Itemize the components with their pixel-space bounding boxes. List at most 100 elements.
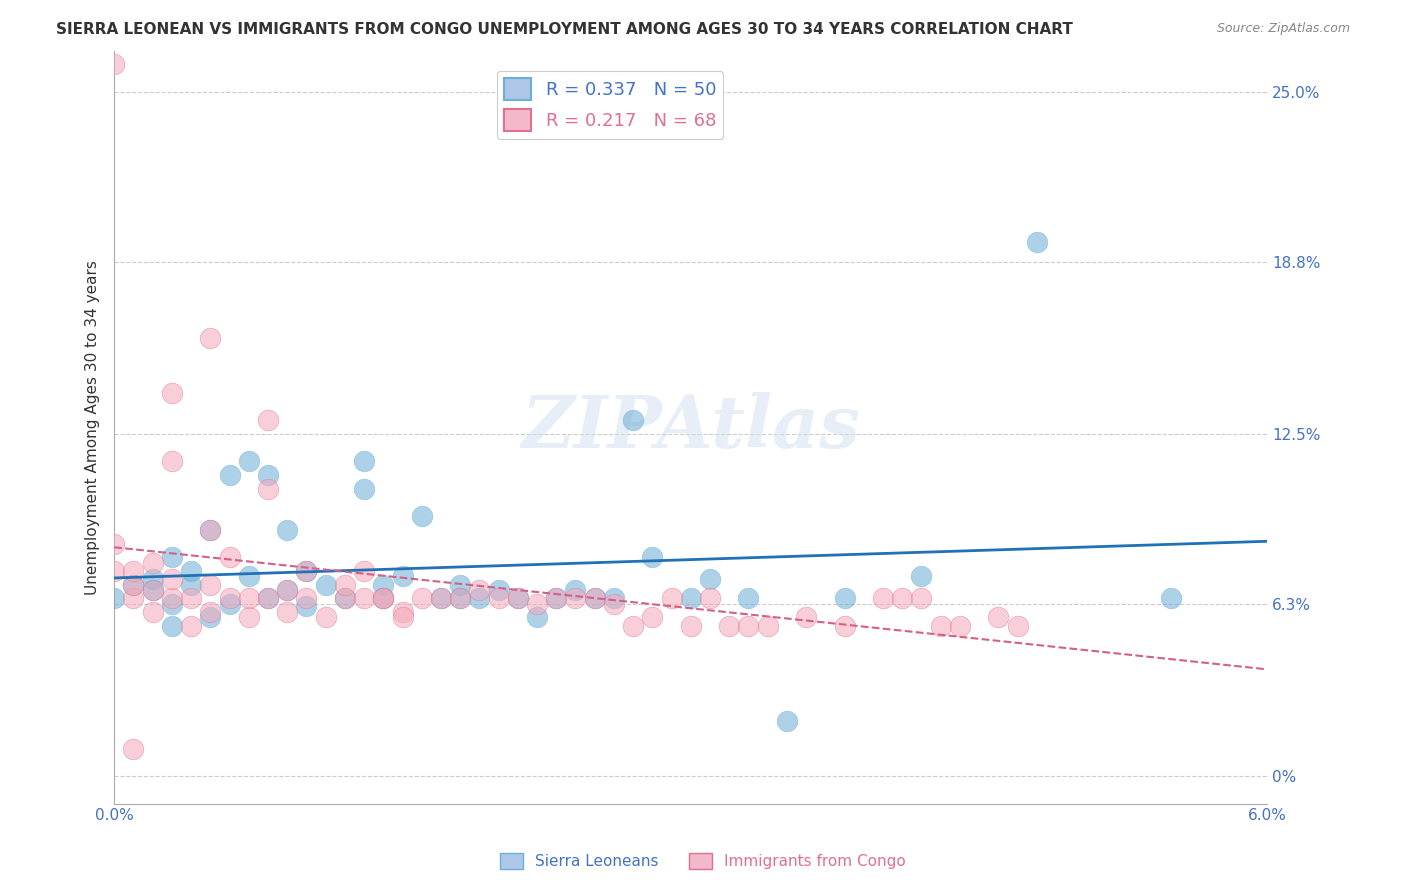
Y-axis label: Unemployment Among Ages 30 to 34 years: Unemployment Among Ages 30 to 34 years [86, 260, 100, 595]
Point [160, 550, 183, 565]
Point [1007, 618, 1029, 632]
Point [449, 591, 471, 606]
Point [276, 523, 298, 537]
Point [391, 605, 413, 619]
Point [257, 482, 280, 496]
Text: Source: ZipAtlas.com: Source: ZipAtlas.com [1216, 22, 1350, 36]
Point [122, 577, 145, 591]
Point [949, 618, 972, 632]
Point [756, 618, 779, 632]
Point [718, 618, 741, 632]
Point [373, 591, 395, 606]
Point [430, 591, 453, 606]
Point [564, 583, 586, 598]
Point [333, 591, 356, 606]
Point [1025, 235, 1047, 250]
Point [353, 564, 375, 578]
Point [142, 572, 165, 586]
Point [218, 468, 240, 483]
Point [315, 610, 337, 624]
Point [276, 583, 298, 598]
Point [122, 577, 145, 591]
Point [333, 591, 356, 606]
Point [564, 591, 586, 606]
Point [257, 468, 280, 483]
Point [200, 331, 222, 345]
Point [200, 523, 222, 537]
Legend: R = 0.337   N = 50, R = 0.217   N = 68: R = 0.337 N = 50, R = 0.217 N = 68 [496, 71, 723, 138]
Point [1160, 591, 1182, 606]
Point [180, 591, 202, 606]
Point [276, 605, 298, 619]
Point [200, 610, 222, 624]
Point [794, 610, 817, 624]
Point [430, 591, 453, 606]
Point [257, 591, 280, 606]
Point [391, 610, 413, 624]
Point [699, 572, 721, 586]
Point [295, 564, 318, 578]
Point [180, 577, 202, 591]
Point [449, 577, 471, 591]
Point [526, 597, 548, 611]
Point [180, 618, 202, 632]
Point [603, 597, 626, 611]
Point [872, 591, 894, 606]
Point [641, 610, 664, 624]
Legend: Sierra Leoneans, Immigrants from Congo: Sierra Leoneans, Immigrants from Congo [494, 847, 912, 875]
Point [276, 583, 298, 598]
Point [257, 413, 280, 427]
Point [603, 591, 626, 606]
Point [103, 57, 125, 71]
Point [468, 591, 491, 606]
Point [103, 564, 125, 578]
Text: ZIPAtlas: ZIPAtlas [522, 392, 860, 463]
Point [679, 618, 702, 632]
Point [160, 591, 183, 606]
Point [661, 591, 683, 606]
Point [160, 385, 183, 400]
Point [621, 618, 644, 632]
Point [373, 591, 395, 606]
Point [506, 591, 529, 606]
Point [122, 564, 145, 578]
Point [200, 605, 222, 619]
Point [929, 618, 952, 632]
Point [160, 597, 183, 611]
Point [834, 618, 856, 632]
Point [295, 564, 318, 578]
Point [449, 591, 471, 606]
Point [218, 550, 240, 565]
Point [200, 523, 222, 537]
Point [411, 591, 433, 606]
Point [103, 536, 125, 550]
Point [488, 591, 510, 606]
Point [411, 509, 433, 524]
Point [910, 569, 932, 583]
Point [180, 564, 202, 578]
Point [142, 556, 165, 570]
Point [333, 577, 356, 591]
Point [373, 577, 395, 591]
Point [142, 605, 165, 619]
Point [737, 591, 759, 606]
Point [737, 618, 759, 632]
Point [238, 569, 260, 583]
Point [160, 572, 183, 586]
Point [353, 482, 375, 496]
Point [315, 577, 337, 591]
Point [353, 591, 375, 606]
Point [122, 591, 145, 606]
Point [468, 583, 491, 598]
Point [621, 413, 644, 427]
Point [583, 591, 606, 606]
Point [218, 597, 240, 611]
Point [546, 591, 568, 606]
Point [506, 591, 529, 606]
Point [122, 742, 145, 756]
Text: SIERRA LEONEAN VS IMMIGRANTS FROM CONGO UNEMPLOYMENT AMONG AGES 30 TO 34 YEARS C: SIERRA LEONEAN VS IMMIGRANTS FROM CONGO … [56, 22, 1073, 37]
Point [218, 591, 240, 606]
Point [679, 591, 702, 606]
Point [238, 610, 260, 624]
Point [353, 454, 375, 468]
